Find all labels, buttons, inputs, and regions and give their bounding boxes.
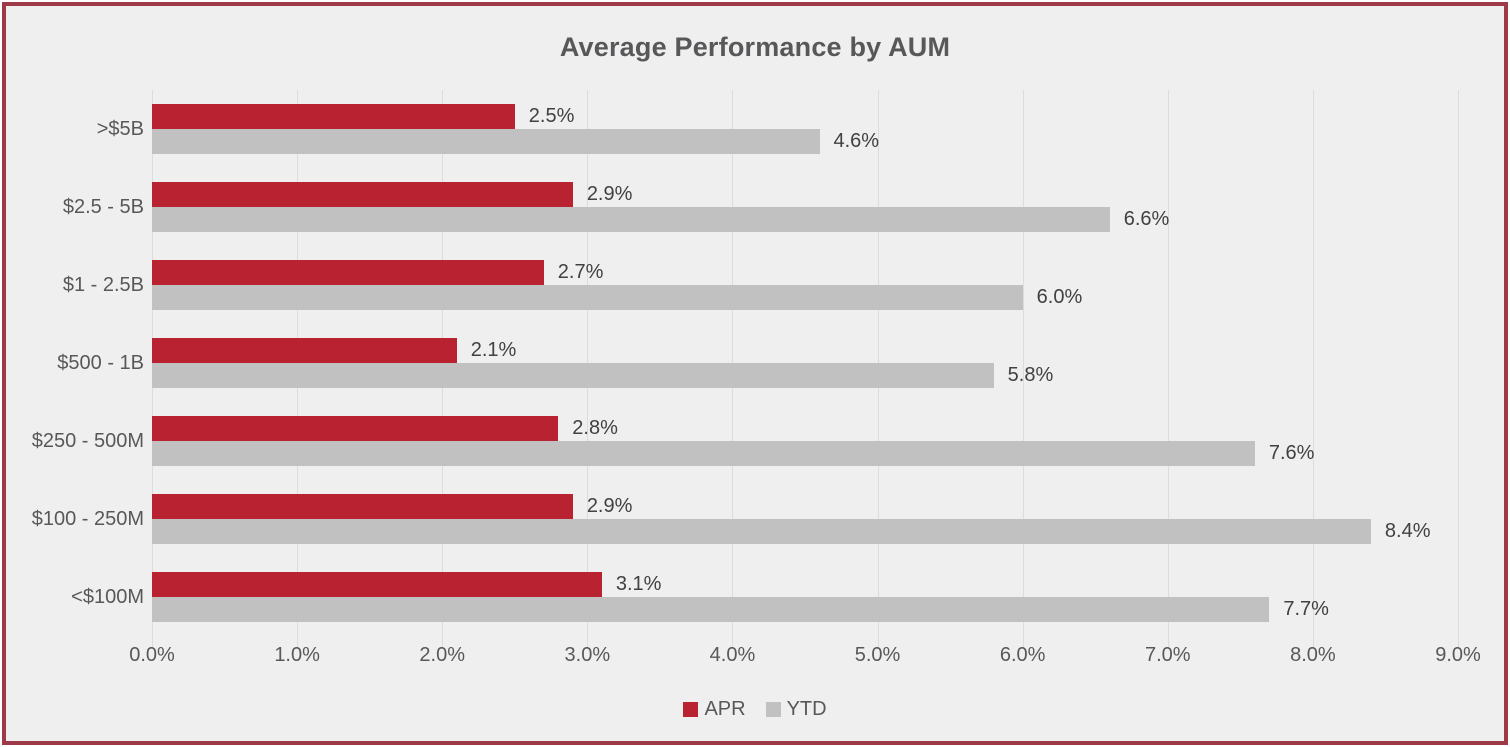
legend-item-ytd: YTD <box>765 698 827 721</box>
bar-apr <box>152 572 602 597</box>
bar-row: 2.5% 4.6% <box>152 90 1458 168</box>
bars-layer: 2.5% 4.6% 2.9% 6.6% 2.7% 6.0% 2.1% 5.8% 2.8% 7.6%… <box>152 90 1458 636</box>
bar-apr <box>152 494 573 519</box>
bar-apr <box>152 260 544 285</box>
bar-row: 2.1% 5.8% <box>152 324 1458 402</box>
gridline <box>1167 90 1169 648</box>
legend-label-apr: APR <box>704 698 746 720</box>
gridline <box>1312 90 1314 648</box>
category-label: >$5B <box>96 117 144 140</box>
bar-apr <box>152 182 573 207</box>
bar-ytd <box>152 597 1270 622</box>
bar-apr <box>152 338 457 363</box>
x-tick-label: 9.0% <box>1435 644 1481 666</box>
legend-swatch-ytd <box>765 702 781 717</box>
bar-value-label: 3.1% <box>615 573 662 595</box>
bar-row: 2.7% 6.0% <box>152 246 1458 324</box>
x-axis: 0.0% 1.0% 2.0% 3.0% 4.0% 5.0% 6.0% 7.0% 8.0% 9.0% <box>129 644 1481 672</box>
bar-row: 2.9% 8.4% <box>152 480 1458 558</box>
bar-row: 3.1% 7.7% <box>152 558 1458 636</box>
bar-ytd <box>152 207 1110 232</box>
category-axis: >$5B $2.5 - 5B $1 - 2.5B $500 - 1B $250 - 50… <box>10 90 144 636</box>
bar-line-apr: 2.5% <box>152 104 1458 129</box>
category-label: $100 - 250M <box>31 507 144 530</box>
legend: APR YTD <box>6 698 1504 721</box>
gridline <box>1022 90 1024 648</box>
bar-line-ytd: 7.6% <box>152 441 1458 466</box>
bar-ytd <box>152 363 994 388</box>
bar-line-ytd: 4.6% <box>152 129 1458 154</box>
bar-line-ytd: 6.0% <box>152 285 1458 310</box>
bar-value-label: 7.7% <box>1283 598 1329 620</box>
bar-line-ytd: 6.6% <box>152 207 1458 232</box>
bar-value-label: 2.5% <box>528 105 575 127</box>
x-tick-label: 6.0% <box>999 644 1046 666</box>
legend-label-ytd: YTD <box>786 698 827 720</box>
bar-value-label: 2.8% <box>572 417 618 439</box>
bar-apr <box>152 104 515 129</box>
bar-value-label: 2.9% <box>586 183 633 205</box>
x-tick-label: 8.0% <box>1290 644 1336 666</box>
bar-value-label: 2.7% <box>557 261 604 283</box>
gridline <box>1458 90 1459 648</box>
bar-ytd <box>152 285 1023 310</box>
bar-row: 2.9% 6.6% <box>152 168 1458 246</box>
bar-value-label: 2.9% <box>586 495 633 517</box>
bar-line-apr: 2.9% <box>152 182 1458 207</box>
bar-value-label: 6.6% <box>1123 208 1170 230</box>
x-tick-label: 0.0% <box>129 644 175 666</box>
bar-value-label: 2.1% <box>470 339 517 361</box>
bar-line-apr: 3.1% <box>152 572 1458 597</box>
category-label: <$100M <box>71 585 144 608</box>
bar-line-apr: 2.7% <box>152 260 1458 285</box>
bar-line-apr: 2.8% <box>152 416 1458 441</box>
x-tick-label: 3.0% <box>564 644 611 666</box>
x-tick-label: 2.0% <box>419 644 466 666</box>
legend-item-apr: APR <box>683 698 746 721</box>
bar-line-ytd: 7.7% <box>152 597 1458 622</box>
bar-apr <box>152 416 559 441</box>
x-tick-label: 7.0% <box>1144 644 1191 666</box>
bar-value-label: 7.6% <box>1268 442 1315 464</box>
bar-line-ytd: 5.8% <box>152 363 1458 388</box>
bar-value-label: 8.4% <box>1384 520 1431 542</box>
bar-value-label: 6.0% <box>1036 286 1083 308</box>
x-tick-label: 4.0% <box>709 644 756 666</box>
bar-value-label: 4.6% <box>833 130 880 152</box>
category-label: $250 - 500M <box>31 429 144 452</box>
bar-line-apr: 2.9% <box>152 494 1458 519</box>
bar-value-label: 5.8% <box>1007 364 1054 386</box>
bar-ytd <box>152 519 1371 544</box>
bar-line-ytd: 8.4% <box>152 519 1458 544</box>
category-label: $500 - 1B <box>57 351 144 374</box>
category-label: $1 - 2.5B <box>62 273 144 296</box>
category-label: $2.5 - 5B <box>62 195 144 218</box>
bar-ytd <box>152 129 820 154</box>
plot-area: 2.5% 4.6% 2.9% 6.6% 2.7% 6.0% 2.1% 5.8% 2.8% 7.6%… <box>152 90 1459 648</box>
legend-swatch-apr <box>683 702 699 717</box>
x-tick-label: 1.0% <box>274 644 320 666</box>
bar-ytd <box>152 441 1255 466</box>
chart-title: Average Performance by AUM <box>559 32 951 62</box>
x-tick-label: 5.0% <box>854 644 901 666</box>
bar-row: 2.8% 7.6% <box>152 402 1458 480</box>
bar-line-apr: 2.1% <box>152 338 1458 363</box>
